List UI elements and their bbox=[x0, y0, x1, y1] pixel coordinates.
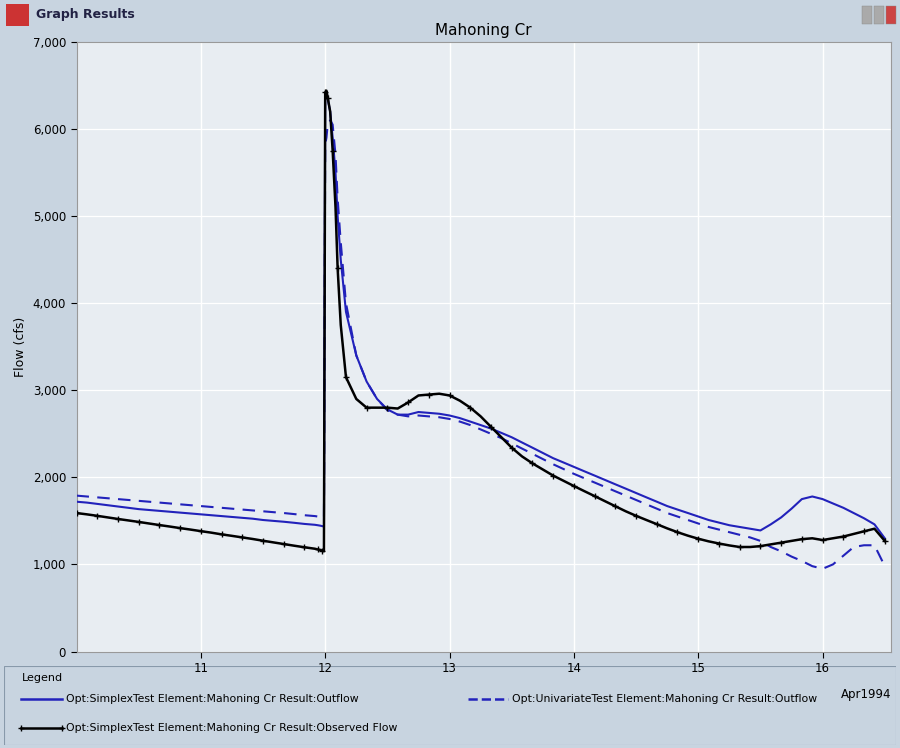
Bar bbox=[6, 4, 29, 25]
Text: Opt:SimplexTest Element:Mahoning Cr Result:Outflow: Opt:SimplexTest Element:Mahoning Cr Resu… bbox=[66, 694, 359, 705]
Y-axis label: Flow (cfs): Flow (cfs) bbox=[14, 316, 27, 377]
Title: Mahoning Cr: Mahoning Cr bbox=[436, 23, 532, 38]
Bar bbox=[862, 5, 872, 25]
Text: Graph Results: Graph Results bbox=[36, 8, 135, 22]
Text: Legend: Legend bbox=[22, 672, 63, 683]
Text: Apr1994: Apr1994 bbox=[841, 688, 891, 701]
Bar bbox=[874, 5, 884, 25]
Bar bbox=[886, 5, 896, 25]
Text: Opt:UnivariateTest Element:Mahoning Cr Result:Outflow: Opt:UnivariateTest Element:Mahoning Cr R… bbox=[512, 694, 817, 705]
Text: Opt:SimplexTest Element:Mahoning Cr Result:Observed Flow: Opt:SimplexTest Element:Mahoning Cr Resu… bbox=[66, 723, 398, 733]
